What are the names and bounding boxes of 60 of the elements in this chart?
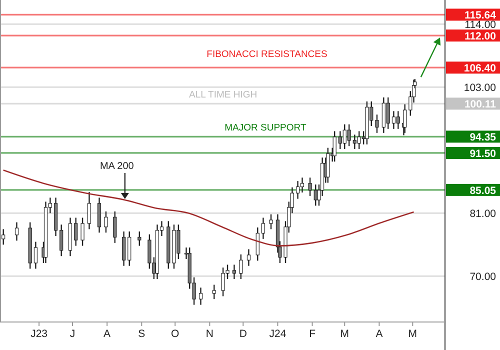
candlestick <box>74 217 78 246</box>
candlestick <box>269 214 273 230</box>
y-tick-label: 103.00 <box>464 82 496 94</box>
ref-line-label: 112.00 <box>464 30 496 43</box>
candlestick <box>296 180 300 200</box>
annotation: ALL TIME HIGH <box>189 90 258 101</box>
x-tick-label: J23 <box>30 328 48 340</box>
candlestick <box>403 104 407 134</box>
candlestick <box>148 234 152 270</box>
ref-line-label: 115.64 <box>464 10 496 22</box>
x-tick-label: A <box>376 328 383 340</box>
candlestick <box>261 217 266 240</box>
candlestick <box>198 287 203 306</box>
ref-line-label: 100.11 <box>464 98 496 111</box>
x-tick-label: F <box>309 328 316 340</box>
candlestick <box>332 130 336 162</box>
annotation: FIBONACCI RESISTANCES <box>206 49 328 60</box>
candlestick <box>256 226 260 262</box>
x-tick-label: J24 <box>269 328 286 340</box>
x-tick-label: N <box>206 328 214 340</box>
x-tick-label: M <box>340 328 349 340</box>
candlestick <box>113 210 117 244</box>
candlestick <box>80 217 84 246</box>
annotation: MAJOR SUPPORT <box>224 122 306 134</box>
candlestick <box>232 264 236 280</box>
x-tick-label: M <box>408 328 418 340</box>
candlestick <box>104 210 108 234</box>
candlestick <box>300 177 304 194</box>
candlestick <box>14 222 19 242</box>
candlestick <box>347 124 351 147</box>
y-tick-label: 70.00 <box>470 271 496 284</box>
annotation: MA 200 <box>100 160 134 172</box>
ref-line-label: 85.05 <box>470 184 496 197</box>
x-tick-label: S <box>138 328 146 340</box>
candlestick <box>357 130 361 150</box>
candlestick <box>326 147 330 184</box>
candlestick <box>396 110 400 130</box>
ref-line-label: 106.40 <box>464 62 496 75</box>
candlestick <box>308 177 312 197</box>
candlestick <box>34 241 38 270</box>
candlestick <box>246 248 251 266</box>
x-tick-label: D <box>239 328 248 340</box>
candlestick <box>239 254 243 280</box>
candlestick <box>2 228 6 246</box>
candlestick <box>87 191 92 230</box>
candlestick <box>138 230 142 246</box>
x-tick-label: A <box>104 328 111 340</box>
candlestick <box>60 224 64 257</box>
ref-line-label: 94.35 <box>470 132 496 144</box>
candlestick <box>122 230 126 266</box>
candlestick <box>128 230 132 266</box>
y-tick-label: 114.00 <box>464 19 496 32</box>
candlestick <box>97 197 102 234</box>
ref-line-label: 91.50 <box>470 148 496 160</box>
candlestick <box>375 114 379 134</box>
candlestick <box>212 284 216 300</box>
y-tick-label: 81.00 <box>470 208 496 220</box>
x-tick-label: J <box>70 328 76 340</box>
candlestick <box>386 96 390 130</box>
x-tick-label: O <box>171 328 180 340</box>
